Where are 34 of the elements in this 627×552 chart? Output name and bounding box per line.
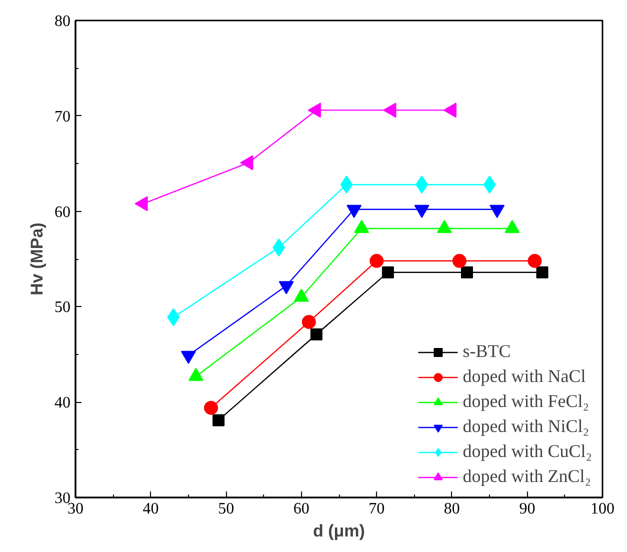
point [460, 266, 473, 278]
x-tick-label: 70 [368, 500, 385, 518]
legend-label: doped with NiCl₂ [462, 416, 589, 437]
point [340, 176, 353, 194]
y-tick-label: 30 [54, 490, 70, 507]
y-axis-title: Hv (MPa) [28, 222, 46, 296]
legend-label: doped with FeCl₂ [462, 391, 589, 412]
point [302, 314, 316, 329]
x-tick-label: 50 [218, 500, 234, 518]
y-tick-label: 60 [54, 204, 70, 221]
point [370, 254, 384, 268]
x-axis-title: d (μm) [313, 522, 365, 540]
point [382, 266, 394, 278]
point [212, 414, 225, 426]
x-tick-label: 100 [590, 500, 614, 518]
y-tick-label: 80 [54, 13, 70, 30]
x-tick-label: 40 [142, 500, 159, 518]
point [204, 400, 218, 415]
point [528, 254, 542, 268]
point [483, 176, 496, 194]
x-tick-label: 60 [293, 500, 310, 518]
x-tick-label: 90 [519, 500, 536, 518]
legend-label: s-BTC [462, 341, 511, 362]
x-tick-label: 80 [444, 500, 460, 518]
legend-label: doped with ZnCl₂ [462, 466, 591, 487]
point [310, 328, 322, 340]
legend-label: doped with CuCl₂ [462, 441, 592, 462]
y-tick-label: 50 [54, 299, 70, 316]
legend-label: doped with NaCl [462, 366, 586, 387]
point [536, 266, 548, 278]
y-tick-label: 40 [54, 394, 70, 412]
point [452, 254, 466, 268]
y-tick-label: 70 [54, 108, 70, 126]
point [167, 308, 180, 326]
